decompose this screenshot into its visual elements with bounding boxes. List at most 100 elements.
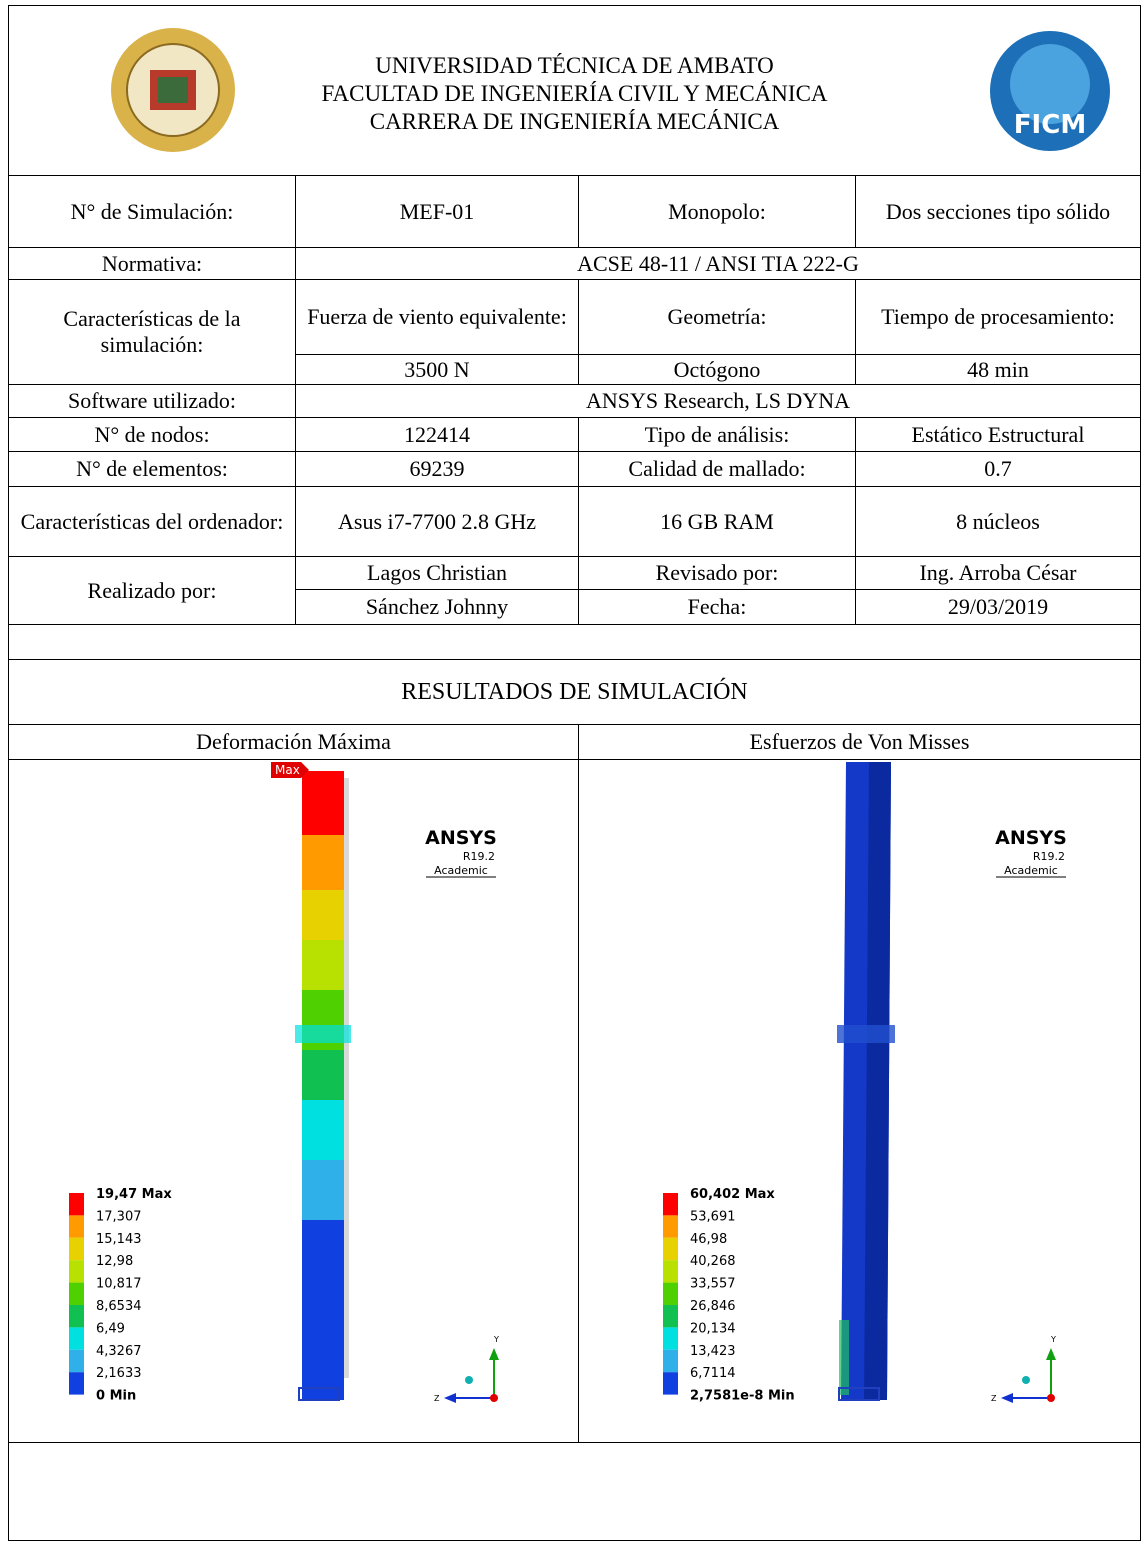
legend-swatch (663, 1372, 678, 1394)
header-line: CARRERA DE INGENIERÍA MECÁNICA (13, 108, 1136, 136)
legend-swatch (663, 1238, 678, 1260)
cell: Características de la simulación: (9, 280, 296, 385)
axis-y-head (1046, 1348, 1056, 1360)
legend-label: 8,6534 (96, 1299, 142, 1314)
cell: N° de Simulación: (9, 176, 296, 248)
legend-swatch (69, 1238, 84, 1260)
cell: Dos secciones tipo sólido (856, 176, 1141, 248)
faculty-logo: FICM (988, 29, 1113, 154)
cell: Realizado por: (9, 557, 296, 625)
cell: Revisado por: (579, 557, 856, 590)
report-table: UNIVERSIDAD TÉCNICA DE AMBATO FACULTAD D… (8, 5, 1141, 1541)
axis-x (1022, 1376, 1030, 1384)
legend-label: 20,134 (690, 1321, 736, 1336)
legend-label: 0 Min (96, 1389, 136, 1404)
cell: Calidad de mallado: (579, 452, 856, 487)
cell: Normativa: (9, 248, 296, 280)
brand: ANSYS (425, 827, 497, 849)
header: UNIVERSIDAD TÉCNICA DE AMBATO FACULTAD D… (9, 6, 1141, 176)
legend-label: 10,817 (96, 1277, 142, 1292)
legend-swatch (663, 1215, 678, 1237)
axis-y-label: Y (493, 1335, 499, 1344)
pole-band (302, 1160, 344, 1220)
cell: 8 núcleos (856, 487, 1141, 557)
cell: Estático Estructural (856, 418, 1141, 452)
brand: ANSYS (995, 827, 1067, 849)
edition: Academic (434, 864, 488, 877)
pole-band (302, 771, 344, 835)
panel-title: Deformación Máxima (9, 725, 579, 760)
legend-label: 2,1633 (96, 1366, 142, 1381)
legend-label: 46,98 (690, 1232, 727, 1247)
legend-swatch (69, 1283, 84, 1305)
cell: 69239 (296, 452, 579, 487)
cell: N° de elementos: (9, 452, 296, 487)
version: R19.2 (463, 850, 495, 863)
cell: Tipo de análisis: (579, 418, 856, 452)
legend-label: 15,143 (96, 1232, 142, 1247)
legend-swatch (663, 1327, 678, 1349)
legend-label: 19,47 Max (96, 1187, 172, 1202)
cell: Fuerza de viento equivalente: (296, 280, 579, 355)
legend-swatch (69, 1305, 84, 1327)
pole-band (302, 940, 344, 990)
pole-band (302, 890, 344, 940)
legend-swatch (69, 1193, 84, 1215)
results-title: RESULTADOS DE SIMULACIÓN (9, 660, 1141, 725)
pole-band (302, 1220, 344, 1400)
max-tag: Max (275, 763, 300, 777)
legend-swatch (69, 1372, 84, 1394)
cell: 16 GB RAM (579, 487, 856, 557)
legend-label: 40,268 (690, 1254, 736, 1269)
axis-origin (490, 1394, 498, 1402)
legend-swatch (69, 1215, 84, 1237)
panel-title: Esfuerzos de Von Misses (579, 725, 1141, 760)
legend-swatch (663, 1283, 678, 1305)
cell: N° de nodos: (9, 418, 296, 452)
legend-label: 13,423 (690, 1344, 736, 1359)
cell: ACSE 48-11 / ANSI TIA 222-G (296, 248, 1141, 280)
header-line: UNIVERSIDAD TÉCNICA DE AMBATO (13, 52, 1136, 80)
legend-label: 60,402 Max (690, 1187, 775, 1202)
legend-swatch (663, 1305, 678, 1327)
base-glow (839, 1320, 849, 1395)
cell: Características del ordenador: (9, 487, 296, 557)
legend-label: 53,691 (690, 1209, 736, 1224)
pole-band (302, 835, 344, 890)
legend-swatch (663, 1193, 678, 1215)
cell: Software utilizado: (9, 385, 296, 418)
legend-swatch (69, 1327, 84, 1349)
header-line: FACULTAD DE INGENIERÍA CIVIL Y MECÁNICA (13, 80, 1136, 108)
spacer (9, 625, 1141, 660)
cell: Octógono (579, 355, 856, 385)
conclusion (9, 1443, 1141, 1541)
logo-text: FICM (1014, 110, 1086, 140)
cell: 48 min (856, 355, 1141, 385)
cell: Lagos Christian (296, 557, 579, 590)
version: R19.2 (1033, 850, 1065, 863)
axis-y-head (489, 1348, 499, 1360)
cell: 0.7 (856, 452, 1141, 487)
cell: Ing. Arroba César (856, 557, 1141, 590)
cell: ANSYS Research, LS DYNA (296, 385, 1141, 418)
cell: 3500 N (296, 355, 579, 385)
flange (295, 1025, 351, 1043)
axis-z-label: Z (434, 1394, 440, 1403)
legend-swatch (663, 1260, 678, 1282)
cell: Tiempo de procesamiento: (856, 280, 1141, 355)
page: UNIVERSIDAD TÉCNICA DE AMBATO FACULTAD D… (0, 0, 1142, 1537)
cell: MEF-01 (296, 176, 579, 248)
cell: Fecha: (579, 590, 856, 625)
legend-label: 12,98 (96, 1254, 133, 1269)
cell: 122414 (296, 418, 579, 452)
axis-y-label: Y (1050, 1335, 1056, 1344)
legend-swatch (69, 1260, 84, 1282)
axis-origin (1047, 1394, 1055, 1402)
axis-z-label: Z (991, 1394, 997, 1403)
legend-label: 2,7581e-8 Min (690, 1389, 795, 1404)
legend-swatch (69, 1350, 84, 1372)
cell: 29/03/2019 (856, 590, 1141, 625)
axis-z-head (1001, 1393, 1013, 1403)
